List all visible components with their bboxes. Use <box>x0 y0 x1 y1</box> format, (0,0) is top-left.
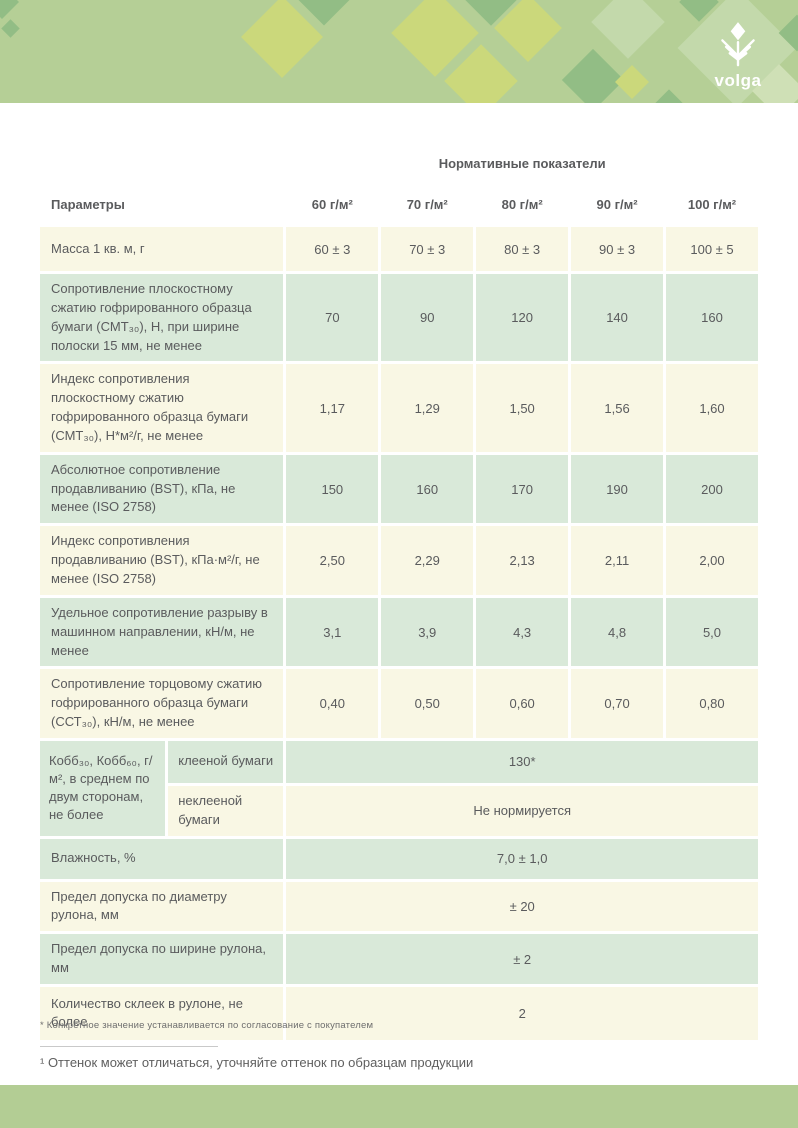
param-cell-kobb: Кобб₃₀, Кобб₆₀, г/м², в среднем по двум … <box>40 740 166 836</box>
table-row-kobb-unglued: неклееной бумаги Не нормируется <box>40 785 758 836</box>
param-cell: Количество склеек в рулоне, не более <box>40 986 284 1040</box>
value-cell: 2,11 <box>571 526 663 595</box>
value-cell-span: ± 2 <box>286 934 758 984</box>
value-cell-span: 2 <box>286 986 758 1040</box>
value-cell: 60 ± 3 <box>286 227 379 271</box>
value-cell: 90 <box>381 274 474 362</box>
value-cell: 2,00 <box>666 526 758 595</box>
param-cell: Предел допуска по диаметру рулона, мм <box>40 881 284 932</box>
value-cell: 0,60 <box>476 669 569 738</box>
table-row-splices: Количество склеек в рулоне, не более 2 <box>40 986 758 1040</box>
value-cell: 0,80 <box>666 669 758 738</box>
table-row-width-tolerance: Предел допуска по ширине рулона, мм ± 2 <box>40 934 758 984</box>
footer-bar <box>0 1085 798 1128</box>
spec-table: Нормативные показатели Параметры 60 г/м²… <box>37 142 761 1043</box>
column-header-100: 100 г/м² <box>687 196 737 212</box>
value-cell: 170 <box>476 454 569 524</box>
param-cell: Индекс сопротивления продавливанию (BST)… <box>40 526 284 595</box>
footnote-divider <box>40 1046 218 1047</box>
kobb-sublabel-unglued: неклееной бумаги <box>168 785 284 836</box>
value-cell: 3,9 <box>381 597 474 667</box>
value-cell: 4,8 <box>571 597 663 667</box>
value-cell: 1,56 <box>571 364 663 452</box>
footnote-shade: ¹ Оттенок может отличаться, уточняйте от… <box>40 1055 474 1070</box>
param-cell: Сопротивление торцовому сжатию гофрирова… <box>40 669 284 738</box>
value-cell: 1,29 <box>381 364 474 452</box>
table-row-humidity: Влажность, % 7,0 ± 1,0 <box>40 838 758 879</box>
volga-logo: volga <box>705 20 771 98</box>
diamond-decor <box>591 0 665 59</box>
table-row-bst-index: Индекс сопротивления продавливанию (BST)… <box>40 526 758 595</box>
value-cell: 80 ± 3 <box>476 227 569 271</box>
value-cell: 70 ± 3 <box>381 227 474 271</box>
param-cell: Предел допуска по ширине рулона, мм <box>40 934 284 984</box>
kobb-value-glued: 130* <box>286 740 758 783</box>
column-header-params: Параметры <box>51 196 125 212</box>
table-row-cmt: Сопротивление плоскостному сжатию гофрир… <box>40 274 758 362</box>
value-cell: 90 ± 3 <box>571 227 663 271</box>
value-cell: 0,40 <box>286 669 379 738</box>
table-row-cmt-index: Индекс сопротивления плоскостному сжатию… <box>40 364 758 452</box>
param-cell: Сопротивление плоскостному сжатию гофрир… <box>40 274 284 362</box>
diamond-decor <box>615 65 649 99</box>
value-cell: 2,13 <box>476 526 569 595</box>
value-cell-span: 7,0 ± 1,0 <box>286 838 758 879</box>
value-cell: 140 <box>571 274 663 362</box>
footnote-asterisk: * Конкретное значение устанавливается по… <box>40 1020 374 1031</box>
value-cell: 160 <box>381 454 474 524</box>
title-spacer <box>40 145 283 181</box>
param-cell: Абсолютное сопротивление продавливанию (… <box>40 454 284 524</box>
param-cell: Влажность, % <box>40 838 284 879</box>
value-cell: 70 <box>286 274 379 362</box>
value-cell: 1,17 <box>286 364 379 452</box>
param-cell: Масса 1 кв. м, г <box>40 227 284 271</box>
table-row-kobb-glued: Кобб₃₀, Кобб₆₀, г/м², в среднем по двум … <box>40 740 758 836</box>
param-cell: Удельное сопротивление разрыву в машинно… <box>40 597 284 667</box>
value-cell: 100 ± 5 <box>666 227 758 271</box>
value-cell: 0,70 <box>571 669 663 738</box>
column-header-60: 60 г/м² <box>311 196 353 212</box>
table-title: Нормативные показатели <box>438 155 606 171</box>
diamond-decor <box>646 89 692 103</box>
header-banner: volga <box>0 0 798 103</box>
table-row-diameter-tolerance: Предел допуска по диаметру рулона, мм ± … <box>40 881 758 932</box>
value-cell: 4,3 <box>476 597 569 667</box>
table-row-tensile: Удельное сопротивление разрыву в машинно… <box>40 597 758 667</box>
value-cell: 150 <box>286 454 379 524</box>
param-cell: Индекс сопротивления плоскостному сжатию… <box>40 364 284 452</box>
column-header-70: 70 г/м² <box>406 196 448 212</box>
value-cell: 120 <box>476 274 569 362</box>
column-header-90: 90 г/м² <box>596 196 638 212</box>
kobb-sublabel-glued: клееной бумаги <box>168 740 284 783</box>
value-cell: 1,60 <box>666 364 758 452</box>
table-row-cct: Сопротивление торцовому сжатию гофрирова… <box>40 669 758 738</box>
diamond-decor <box>0 0 19 19</box>
volga-tree-icon <box>721 22 755 67</box>
table-row-mass: Масса 1 кв. м, г 60 ± 3 70 ± 3 80 ± 3 90… <box>40 227 758 271</box>
diamond-decor <box>1 19 20 38</box>
value-cell: 5,0 <box>666 597 758 667</box>
diamond-decor <box>561 48 625 103</box>
value-cell: 3,1 <box>286 597 379 667</box>
value-cell: 2,50 <box>286 526 379 595</box>
value-cell: 1,50 <box>476 364 569 452</box>
value-cell-span: ± 20 <box>286 881 758 932</box>
value-cell: 200 <box>666 454 758 524</box>
kobb-value-unglued: Не нормируется <box>286 785 758 836</box>
table-title-row: Нормативные показатели <box>40 145 758 181</box>
value-cell: 190 <box>571 454 663 524</box>
logo-wordmark: volga <box>714 71 762 90</box>
value-cell: 160 <box>666 274 758 362</box>
table-header-row: Параметры 60 г/м² 70 г/м² 80 г/м² 90 г/м… <box>40 184 758 224</box>
value-cell: 2,29 <box>381 526 474 595</box>
table-row-bst: Абсолютное сопротивление продавливанию (… <box>40 454 758 524</box>
value-cell: 0,50 <box>381 669 474 738</box>
column-header-80: 80 г/м² <box>501 196 543 212</box>
